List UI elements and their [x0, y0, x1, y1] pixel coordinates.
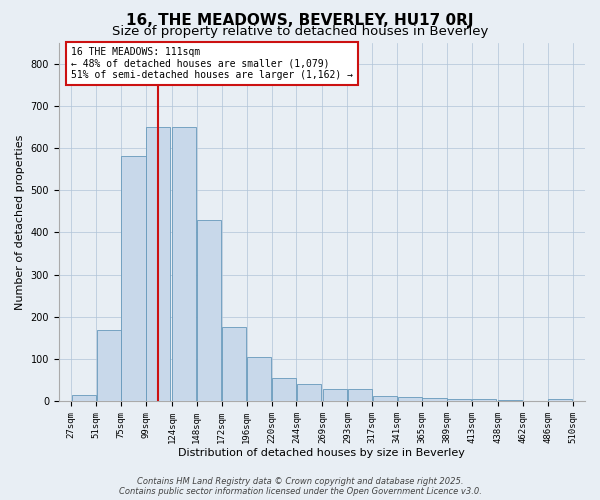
Bar [146, 127, 170, 402]
Y-axis label: Number of detached properties: Number of detached properties [15, 134, 25, 310]
Bar [472, 400, 496, 402]
X-axis label: Distribution of detached houses by size in Beverley: Distribution of detached houses by size … [178, 448, 466, 458]
Bar [97, 330, 121, 402]
Bar [121, 156, 146, 402]
Text: 16 THE MEADOWS: 111sqm
← 48% of detached houses are smaller (1,079)
51% of semi-: 16 THE MEADOWS: 111sqm ← 48% of detached… [71, 46, 353, 80]
Bar [523, 400, 547, 402]
Bar [373, 396, 397, 402]
Bar [222, 328, 246, 402]
Text: 16, THE MEADOWS, BEVERLEY, HU17 0RJ: 16, THE MEADOWS, BEVERLEY, HU17 0RJ [126, 12, 474, 28]
Bar [498, 400, 523, 402]
Bar [448, 400, 472, 402]
Bar [548, 399, 572, 402]
Text: Size of property relative to detached houses in Beverley: Size of property relative to detached ho… [112, 25, 488, 38]
Bar [422, 398, 446, 402]
Text: Contains HM Land Registry data © Crown copyright and database right 2025.
Contai: Contains HM Land Registry data © Crown c… [119, 476, 481, 496]
Bar [297, 384, 321, 402]
Bar [247, 357, 271, 402]
Bar [71, 395, 96, 402]
Bar [323, 388, 347, 402]
Bar [348, 388, 372, 402]
Bar [272, 378, 296, 402]
Bar [398, 397, 422, 402]
Bar [197, 220, 221, 402]
Bar [172, 127, 196, 402]
